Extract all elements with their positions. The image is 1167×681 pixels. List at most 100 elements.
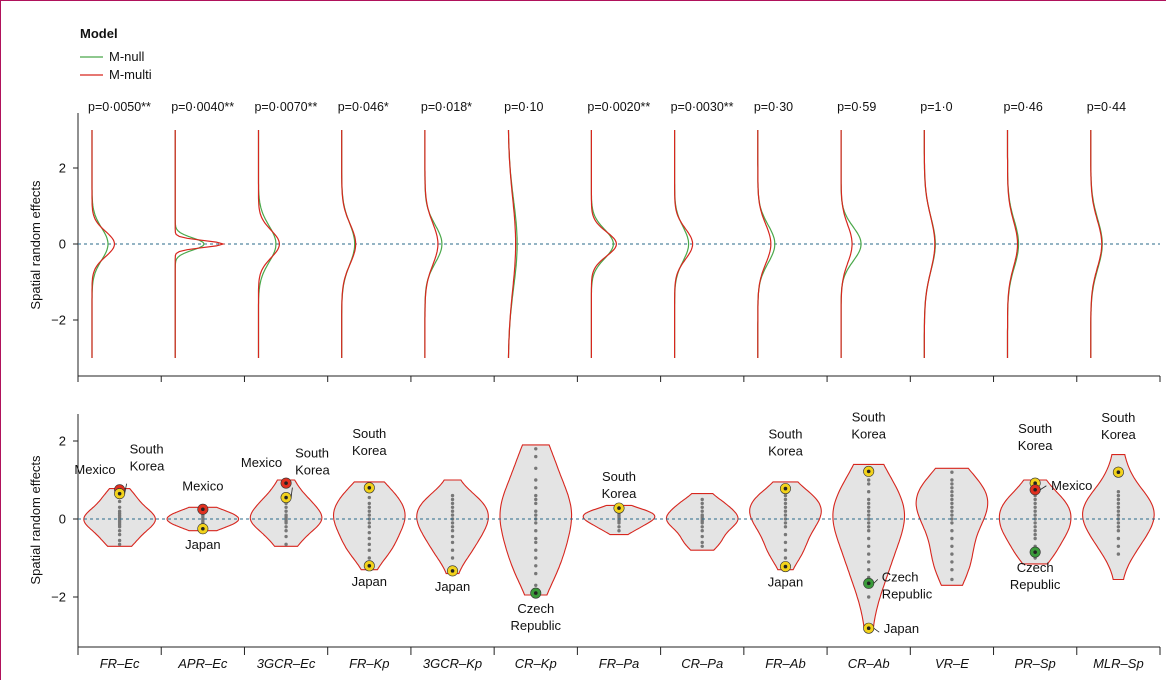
highlight-marker-center: [201, 526, 205, 531]
data-point: [1116, 490, 1121, 494]
data-point: [450, 501, 455, 506]
violin-group-mlr-sp: [1082, 454, 1155, 581]
x-tick-label-cr-kp: CR–Kp: [515, 656, 557, 671]
data-point: [450, 540, 455, 545]
data-point: [534, 486, 538, 490]
density-m-multi: [257, 130, 281, 358]
density-m-multi: [840, 130, 853, 358]
highlight-south-korea-fr-ec: South Korea: [114, 442, 165, 500]
data-point: [1033, 521, 1037, 525]
data-point: [866, 478, 871, 482]
data-point: [783, 556, 788, 560]
data-point: [866, 517, 871, 521]
density-group-vr-e: p=1·0: [920, 100, 953, 358]
highlight-label: South Korea: [602, 469, 637, 501]
density-group-fr-kp: p=0·046*: [338, 100, 389, 358]
highlight-marker-center: [1033, 487, 1037, 492]
data-point: [700, 521, 704, 525]
highlight-marker-center: [617, 506, 621, 510]
data-point: [866, 490, 871, 494]
p-value-label: p=0·0040**: [171, 100, 234, 114]
highlight-marker-center: [367, 564, 372, 568]
highlight-label: Czech Republic: [882, 569, 933, 601]
data-point: [700, 544, 704, 548]
data-point: [450, 556, 455, 560]
data-point: [783, 517, 788, 521]
data-point: [1033, 529, 1037, 533]
density-m-multi: [1090, 130, 1103, 358]
highlight-label: South Korea: [1018, 421, 1053, 453]
data-point: [950, 478, 954, 482]
highlight-marker-center: [783, 564, 788, 569]
data-point: [1116, 493, 1121, 498]
data-point: [367, 525, 372, 529]
data-point: [284, 505, 288, 509]
density-m-multi: [507, 130, 517, 358]
data-point: [284, 542, 288, 547]
data-point: [783, 497, 788, 502]
p-value-label: p=0·46: [1004, 100, 1043, 114]
density-m-multi: [923, 130, 936, 358]
density-m-multi: [1006, 130, 1019, 358]
data-point: [866, 544, 871, 548]
density-m-multi: [341, 130, 357, 358]
density-m-multi: [174, 130, 226, 358]
violin-group-vr-e: [915, 467, 989, 586]
data-point: [950, 501, 954, 506]
data-point: [700, 509, 704, 513]
y-axis-label-bottom: Spatial random effects: [28, 455, 43, 585]
data-point: [783, 532, 788, 537]
highlight-japan-3gcr-kp: Japan: [435, 565, 470, 594]
density-group-fr-ec: p=0·0050**: [88, 100, 151, 358]
highlight-mexico-pr-sp: Mexico: [1029, 478, 1092, 496]
data-point: [1116, 497, 1121, 502]
p-value-label: p=0·44: [1087, 100, 1126, 114]
data-point: [783, 525, 788, 529]
highlight-marker-center: [1116, 470, 1121, 475]
data-point: [1116, 513, 1121, 517]
data-point: [950, 536, 954, 541]
leader-line: [290, 487, 293, 498]
highlight-label: Mexico: [182, 478, 223, 493]
highlight-label: Japan: [352, 574, 387, 589]
data-point: [866, 501, 871, 506]
highlight-marker-center: [1033, 550, 1037, 554]
data-point: [1116, 552, 1121, 556]
data-point: [367, 556, 372, 560]
p-value-label: p=0·10: [504, 100, 543, 114]
p-value-label: p=0·59: [837, 100, 876, 114]
highlight-marker-center: [866, 626, 871, 630]
data-point: [117, 505, 122, 509]
highlight-marker-center: [783, 486, 788, 491]
highlight-mexico-3gcr-ec: Mexico: [241, 455, 292, 489]
x-tick-label-mlr-sp: MLR–Sp: [1093, 656, 1144, 671]
data-point: [534, 529, 538, 533]
violin-group-cr-kp: [499, 444, 573, 596]
highlight-japan-apr-ec: Japan: [185, 523, 221, 552]
highlight-marker-center: [866, 469, 871, 474]
data-point: [534, 521, 538, 525]
data-point: [1033, 513, 1037, 517]
data-point: [367, 542, 372, 547]
highlight-label: Mexico: [241, 455, 282, 470]
highlight-czech-republic-pr-sp: Czech Republic: [1010, 546, 1061, 592]
leader-line: [1039, 485, 1047, 491]
highlight-label: South Korea: [851, 409, 886, 441]
data-point: [534, 478, 538, 482]
data-point: [1116, 509, 1121, 513]
data-point: [1116, 529, 1121, 533]
highlight-south-korea-cr-ab: South Korea: [851, 409, 887, 477]
data-point: [1116, 505, 1121, 509]
data-point: [284, 525, 288, 529]
top-panel: −2 0 2 p=0·0050** p=0·0040** p=0·0070** p=0·04…: [51, 100, 1161, 382]
data-point: [1116, 525, 1121, 529]
highlight-label: Japan: [435, 579, 470, 594]
y-tick-label: −2: [51, 590, 66, 605]
data-point: [866, 497, 871, 502]
data-point: [534, 583, 538, 587]
density-group-pr-sp: p=0·46: [1004, 100, 1043, 358]
data-point: [367, 517, 372, 521]
data-point: [866, 521, 871, 525]
y-tick-label: 0: [59, 237, 66, 252]
density-group-apr-ec: p=0·0040**: [171, 100, 234, 358]
